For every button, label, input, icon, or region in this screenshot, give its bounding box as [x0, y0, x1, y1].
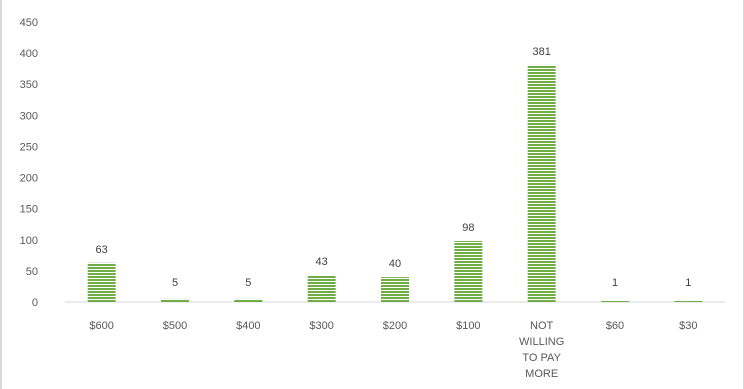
x-tick-label-line: $100 — [456, 320, 480, 332]
y-tick-label: 400 — [20, 48, 38, 60]
x-tick-label-line: TO PAY — [522, 352, 561, 364]
y-tick-label: 50 — [26, 266, 38, 278]
data-label: 5 — [172, 277, 178, 289]
x-tick-label: $60 — [606, 320, 624, 332]
x-tick-label-line: $300 — [309, 320, 333, 332]
data-label: 63 — [96, 244, 108, 256]
data-label: 40 — [389, 258, 401, 270]
bar-4 — [307, 275, 336, 302]
data-label: 43 — [316, 256, 328, 268]
data-label: 1 — [685, 277, 691, 289]
x-axis-tick-labels: $600 $500 $400 $300 $200 $100 NOT WILLING TO PAY… — [89, 320, 697, 380]
x-tick-label-line: $30 — [679, 320, 697, 332]
bar-9 — [674, 301, 703, 302]
x-tick-label-line: $400 — [236, 320, 260, 332]
x-tick-label: $300 — [309, 320, 333, 332]
x-tick-label: $600 — [89, 320, 113, 332]
x-tick-label: $200 — [383, 320, 407, 332]
x-tick-label-line: MORE — [525, 368, 558, 380]
data-label: 5 — [245, 277, 251, 289]
x-tick-label-line: NOT — [530, 320, 554, 332]
x-tick-label: NOT WILLING TO PAY MORE — [519, 320, 564, 380]
data-label: 98 — [462, 222, 474, 234]
x-tick-label: $400 — [236, 320, 260, 332]
data-labels: 63 5 5 43 40 98 381 1 1 — [96, 46, 692, 289]
x-tick-label-line: $600 — [89, 320, 113, 332]
bar-1 — [87, 262, 116, 302]
y-tick-label: 0 — [32, 297, 38, 309]
x-tick-label: $30 — [679, 320, 697, 332]
y-tick-label: 300 — [20, 110, 38, 122]
x-tick-label-line: $200 — [383, 320, 407, 332]
bar-8 — [601, 301, 629, 302]
x-tick-label-line: WILLING — [519, 336, 564, 348]
y-tick-label: 100 — [20, 235, 38, 247]
bars — [87, 64, 703, 302]
y-tick-label: 350 — [20, 79, 38, 91]
y-tick-label: 250 — [20, 141, 38, 153]
data-label: 1 — [612, 277, 618, 289]
y-tick-label: 200 — [20, 173, 38, 185]
x-tick-label: $500 — [163, 320, 187, 332]
y-tick-label: 150 — [20, 204, 38, 216]
y-axis-tick-labels: 0 50 100 150 200 250 300 350 400 450 — [20, 17, 38, 309]
x-tick-label: $100 — [456, 320, 480, 332]
bar-6 — [454, 241, 483, 302]
x-tick-label-line: $500 — [163, 320, 187, 332]
bar-7 — [527, 64, 556, 302]
data-label: 381 — [532, 46, 550, 58]
x-tick-label-line: $60 — [606, 320, 624, 332]
bar-5 — [381, 277, 409, 302]
bar-3 — [234, 298, 263, 302]
bar-2 — [161, 298, 189, 302]
y-tick-label: 450 — [20, 17, 38, 29]
